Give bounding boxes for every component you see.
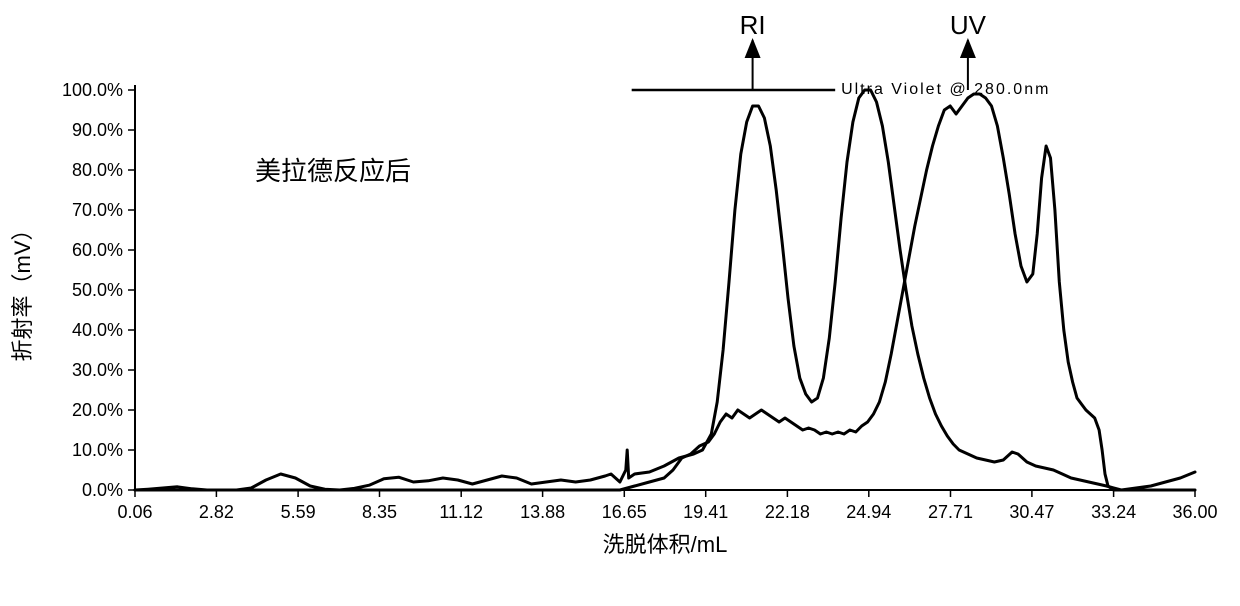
- y-tick-label: 0.0%: [82, 480, 123, 500]
- y-tick-label: 10.0%: [72, 440, 123, 460]
- inset-title: 美拉德反应后: [255, 156, 411, 186]
- y-tick-label: 40.0%: [72, 320, 123, 340]
- y-tick-label: 80.0%: [72, 160, 123, 180]
- x-tick-label: 27.71: [928, 502, 973, 522]
- chart-container: 0.0% 10.0% 20.0% 30.0% 40.0% 50.0% 60.0% 70.0% 8…: [0, 0, 1240, 606]
- y-tick-label: 20.0%: [72, 400, 123, 420]
- x-tick-label: 13.88: [520, 502, 565, 522]
- series-line-uv: [135, 94, 1195, 490]
- x-tick-label: 33.24: [1091, 502, 1136, 522]
- y-tick-label: 30.0%: [72, 360, 123, 380]
- x-tick-label: 5.59: [281, 502, 316, 522]
- x-tick-label: 24.94: [846, 502, 891, 522]
- x-tick-label: 22.18: [765, 502, 810, 522]
- arrow-label-uv: UV: [950, 10, 987, 40]
- x-tick-label: 36.00: [1172, 502, 1217, 522]
- x-tick-label: 16.65: [602, 502, 647, 522]
- series-line-ri: [135, 90, 1195, 490]
- x-tick-label: 19.41: [683, 502, 728, 522]
- x-tick-label: 0.06: [117, 502, 152, 522]
- x-tick-label: 11.12: [439, 502, 483, 522]
- chart-svg: 0.0% 10.0% 20.0% 30.0% 40.0% 50.0% 60.0% 70.0% 8…: [0, 0, 1240, 606]
- arrow-label-ri: RI: [740, 10, 766, 40]
- x-tick-label: 2.82: [199, 502, 234, 522]
- x-tick-label: 30.47: [1009, 502, 1054, 522]
- y-axis-label: 折射率（mV）: [10, 218, 35, 361]
- x-axis-label: 洗脱体积/mL: [603, 532, 728, 557]
- x-tick-label: 8.35: [362, 502, 397, 522]
- y-tick-label: 60.0%: [72, 240, 123, 260]
- y-tick-label: 50.0%: [72, 280, 123, 300]
- y-tick-label: 100.0%: [62, 80, 123, 100]
- y-tick-label: 90.0%: [72, 120, 123, 140]
- overlay-text: Ultra Violet @ 280.0nm: [841, 81, 1050, 98]
- y-tick-label: 70.0%: [72, 200, 123, 220]
